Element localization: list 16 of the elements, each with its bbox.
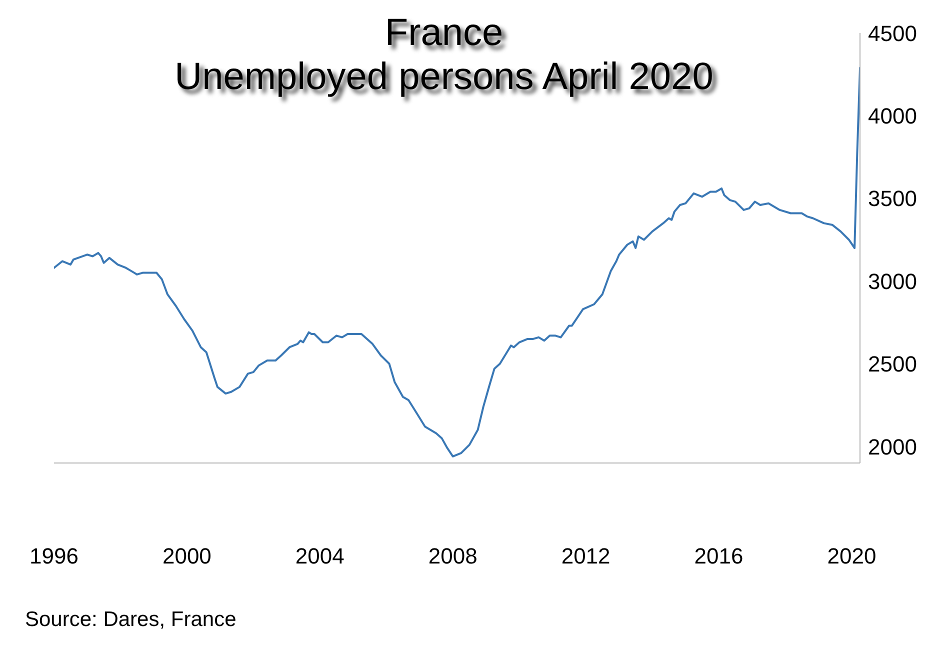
x-tick-label: 2016 — [694, 544, 744, 569]
x-tick-label: 2012 — [561, 544, 610, 569]
y-tick-label: 3500 — [868, 186, 917, 212]
chart-title: France — [384, 11, 504, 55]
x-tick-label: 2020 — [827, 544, 876, 569]
text: Unemployed persons April 2020 — [174, 55, 714, 99]
source-note: Source: Dares, France — [25, 608, 236, 632]
y-tick-label: 3000 — [868, 268, 917, 294]
x-tick-label: 2004 — [295, 544, 344, 569]
x-tick-label: 2008 — [428, 544, 478, 569]
x-tick-label: 2000 — [162, 544, 212, 569]
y-tick-label: 2000 — [868, 434, 917, 460]
y-tick-label: 4500 — [868, 20, 917, 46]
y-tick-label: 2500 — [868, 352, 917, 377]
y-tick-label: 4000 — [868, 104, 917, 128]
x-tick-label: 1996 — [30, 544, 78, 569]
